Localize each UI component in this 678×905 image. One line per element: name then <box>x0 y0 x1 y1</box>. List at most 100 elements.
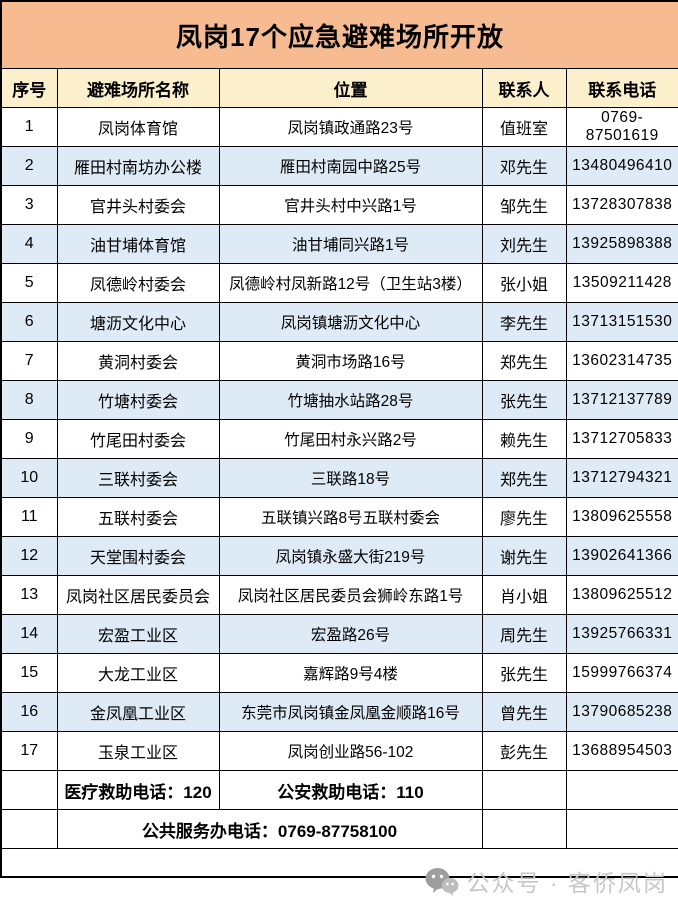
cell-phone: 13688954503 <box>565 731 678 771</box>
cell-contact: 赖先生 <box>481 419 567 459</box>
cell-no: 7 <box>0 341 58 381</box>
cell-no: 5 <box>0 263 58 303</box>
cell-location: 官井头村中兴路1号 <box>218 185 483 225</box>
cell-phone: 13713151530 <box>565 302 678 342</box>
empty-cell <box>481 770 567 810</box>
cell-contact: 郑先生 <box>481 341 567 381</box>
cell-phone: 13925766331 <box>565 614 678 654</box>
empty-cell <box>0 809 58 849</box>
cell-phone: 13925898388 <box>565 224 678 264</box>
cell-location: 宏盈路26号 <box>218 614 483 654</box>
cell-name: 官井头村委会 <box>56 185 220 225</box>
cell-no: 6 <box>0 302 58 342</box>
cell-no: 16 <box>0 692 58 732</box>
cell-name: 竹尾田村委会 <box>56 419 220 459</box>
cell-contact: 张先生 <box>481 380 567 420</box>
cell-name: 凤岗体育馆 <box>56 107 220 147</box>
table-row: 16 金凤凰工业区 东莞市凤岗镇金凤凰金顺路16号 曾先生 13790685238 <box>0 692 678 732</box>
cell-phone: 13902641366 <box>565 536 678 576</box>
cell-name: 宏盈工业区 <box>56 614 220 654</box>
cell-no: 12 <box>0 536 58 576</box>
emergency-hotlines-row: 医疗救助电话：120 公安救助电话：110 <box>0 770 678 810</box>
table-row: 10 三联村委会 三联路18号 郑先生 13712794321 <box>0 458 678 498</box>
cell-phone: 13712705833 <box>565 419 678 459</box>
cell-name: 五联村委会 <box>56 497 220 537</box>
column-header-4: 联系电话 <box>565 68 678 108</box>
cell-contact: 周先生 <box>481 614 567 654</box>
cell-location: 嘉辉路9号4楼 <box>218 653 483 693</box>
table-row: 17 玉泉工业区 凤岗创业路56-102 彭先生 13688954503 <box>0 731 678 771</box>
police-hotline: 公安救助电话：110 <box>218 770 483 810</box>
cell-phone: 13480496410 <box>565 146 678 186</box>
medical-hotline: 医疗救助电话：120 <box>56 770 220 810</box>
cell-contact: 廖先生 <box>481 497 567 537</box>
cell-no: 8 <box>0 380 58 420</box>
cell-contact: 张小姐 <box>481 263 567 303</box>
cell-contact: 值班室 <box>481 107 567 147</box>
cell-name: 雁田村南坊办公楼 <box>56 146 220 186</box>
shelter-table: 凤岗17个应急避难场所开放 序号 避难场所名称 位置 联系人 联系电话 1 凤岗体育馆 凤岗… <box>0 0 678 878</box>
header-row: 序号 避难场所名称 位置 联系人 联系电话 <box>0 68 678 108</box>
cell-location: 东莞市凤岗镇金凤凰金顺路16号 <box>218 692 483 732</box>
cell-location: 凤德岭村凤新路12号（卫生站3楼） <box>218 263 483 303</box>
cell-name: 金凤凰工业区 <box>56 692 220 732</box>
table-row: 6 塘沥文化中心 凤岗镇塘沥文化中心 李先生 13713151530 <box>0 302 678 342</box>
cell-name: 塘沥文化中心 <box>56 302 220 342</box>
table-row: 5 凤德岭村委会 凤德岭村凤新路12号（卫生站3楼） 张小姐 13509211428 <box>0 263 678 303</box>
cell-no: 11 <box>0 497 58 537</box>
cell-phone: 13509211428 <box>565 263 678 303</box>
cell-name: 凤岗社区居民委员会 <box>56 575 220 615</box>
table-row: 4 油甘埔体育馆 油甘埔同兴路1号 刘先生 13925898388 <box>0 224 678 264</box>
cell-no: 13 <box>0 575 58 615</box>
cell-no: 4 <box>0 224 58 264</box>
table-row: 12 天堂围村委会 凤岗镇永盛大街219号 谢先生 13902641366 <box>0 536 678 576</box>
table-row: 13 凤岗社区居民委员会 凤岗社区居民委员会狮岭东路1号 肖小姐 13809625512 <box>0 575 678 615</box>
empty-cell <box>565 809 678 849</box>
cell-phone: 0769-87501619 <box>565 107 678 147</box>
cell-no: 17 <box>0 731 58 771</box>
cell-location: 三联路18号 <box>218 458 483 498</box>
cell-location: 凤岗镇政通路23号 <box>218 107 483 147</box>
cell-contact: 刘先生 <box>481 224 567 264</box>
cell-phone: 13809625558 <box>565 497 678 537</box>
cell-contact: 肖小姐 <box>481 575 567 615</box>
cell-phone: 13728307838 <box>565 185 678 225</box>
public-service-row: 公共服务办电话：0769-87758100 <box>0 809 678 849</box>
cell-location: 五联镇兴路8号五联村委会 <box>218 497 483 537</box>
column-header-2: 位置 <box>218 68 483 108</box>
title-row: 凤岗17个应急避难场所开放 <box>0 0 678 69</box>
cell-location: 凤岗社区居民委员会狮岭东路1号 <box>218 575 483 615</box>
cell-contact: 彭先生 <box>481 731 567 771</box>
cell-phone: 13790685238 <box>565 692 678 732</box>
cell-phone: 15999766374 <box>565 653 678 693</box>
cell-location: 凤岗镇永盛大街219号 <box>218 536 483 576</box>
empty-cell <box>0 770 58 810</box>
table-row: 1 凤岗体育馆 凤岗镇政通路23号 值班室 0769-87501619 <box>0 107 678 147</box>
table-row: 7 黄洞村委会 黄洞市场路16号 郑先生 13602314735 <box>0 341 678 381</box>
cell-name: 三联村委会 <box>56 458 220 498</box>
cell-name: 竹塘村委会 <box>56 380 220 420</box>
cell-location: 竹塘抽水站路28号 <box>218 380 483 420</box>
cell-location: 雁田村南园中路25号 <box>218 146 483 186</box>
cell-phone: 13809625512 <box>565 575 678 615</box>
table-row: 8 竹塘村委会 竹塘抽水站路28号 张先生 13712137789 <box>0 380 678 420</box>
cell-contact: 邹先生 <box>481 185 567 225</box>
blank-row <box>0 848 678 878</box>
cell-no: 1 <box>0 107 58 147</box>
empty-cell <box>565 770 678 810</box>
empty-cell <box>0 848 678 878</box>
cell-location: 油甘埔同兴路1号 <box>218 224 483 264</box>
cell-name: 大龙工业区 <box>56 653 220 693</box>
cell-no: 9 <box>0 419 58 459</box>
table-row: 2 雁田村南坊办公楼 雁田村南园中路25号 邓先生 13480496410 <box>0 146 678 186</box>
cell-no: 2 <box>0 146 58 186</box>
cell-contact: 张先生 <box>481 653 567 693</box>
column-header-1: 避难场所名称 <box>56 68 220 108</box>
column-header-3: 联系人 <box>481 68 567 108</box>
public-service-hotline: 公共服务办电话：0769-87758100 <box>56 809 483 849</box>
table-row: 9 竹尾田村委会 竹尾田村永兴路2号 赖先生 13712705833 <box>0 419 678 459</box>
page-title: 凤岗17个应急避难场所开放 <box>0 0 678 69</box>
table-row: 14 宏盈工业区 宏盈路26号 周先生 13925766331 <box>0 614 678 654</box>
cell-no: 14 <box>0 614 58 654</box>
cell-contact: 郑先生 <box>481 458 567 498</box>
